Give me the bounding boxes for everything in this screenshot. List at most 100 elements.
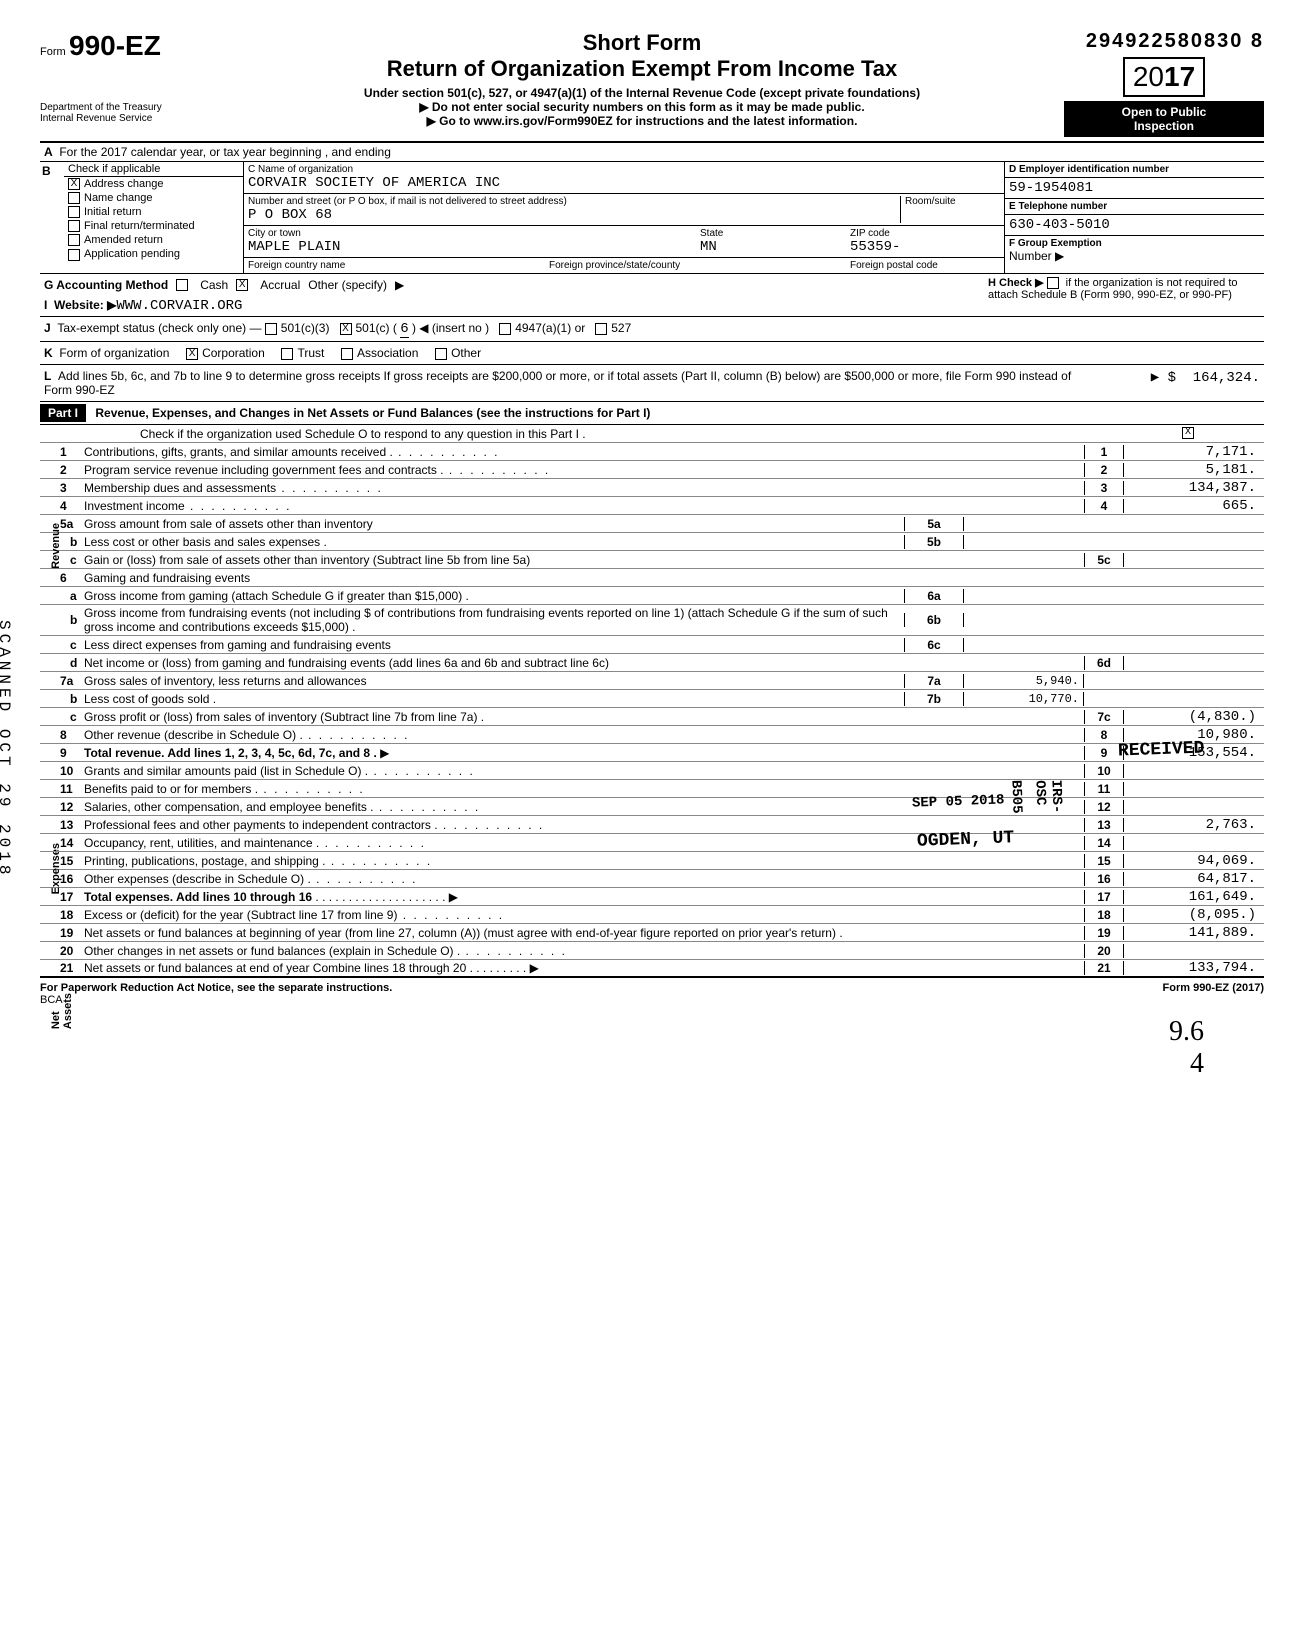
city-label: City or town — [248, 228, 700, 239]
val-2: 5,181. — [1124, 462, 1264, 478]
checkbox-h[interactable] — [1047, 277, 1059, 289]
line-l: L Add lines 5b, 6c, and 7b to line 9 to … — [40, 365, 1264, 402]
checkbox-other[interactable] — [435, 348, 447, 360]
date-stamp: SEP 05 2018 — [911, 792, 1004, 811]
val-4: 665. — [1124, 498, 1264, 514]
gross-receipts: 164,324. — [1193, 370, 1260, 386]
state: MN — [700, 239, 850, 255]
dln: 294922580830 8 — [1064, 30, 1264, 53]
val-7b: 10,770. — [964, 692, 1084, 706]
city: MAPLE PLAIN — [248, 239, 700, 255]
telephone: 630-403-5010 — [1009, 217, 1260, 233]
short-form-label: Short Form — [220, 30, 1064, 56]
val-18: (8,095.) — [1124, 907, 1264, 923]
line-6b: Gross income from fundraising events (no… — [80, 605, 904, 635]
line-k: K Form of organization XCorporation Trus… — [40, 342, 1264, 365]
line-19: Net assets or fund balances at beginning… — [80, 925, 1084, 941]
netassets-side-label: Net Assets — [50, 993, 74, 1029]
group-label: F Group Exemption — [1009, 238, 1260, 249]
received-stamp: RECEIVED — [1117, 738, 1204, 761]
line-6: Gaming and fundraising events — [80, 570, 1084, 586]
org-name: CORVAIR SOCIETY OF AMERICA INC — [248, 175, 1000, 191]
line-7a: Gross sales of inventory, less returns a… — [80, 673, 904, 689]
checkbox-cash[interactable] — [176, 279, 188, 291]
checkbox-initial[interactable] — [68, 206, 80, 218]
val-7c: (4,830.) — [1124, 709, 1264, 725]
checkbox-4947[interactable] — [499, 323, 511, 335]
ein: 59-1954081 — [1009, 180, 1260, 196]
line-i-label: I — [44, 298, 47, 312]
street: P O BOX 68 — [248, 207, 900, 223]
line-15: Printing, publications, postage, and shi… — [80, 853, 1084, 869]
checkbox-pending[interactable] — [68, 249, 80, 261]
line-7b: Less cost of goods sold . — [80, 691, 904, 707]
revenue-side-label: Revenue — [50, 523, 62, 569]
instr-ssn: ▶ Do not enter social security numbers o… — [220, 100, 1064, 114]
line-2: Program service revenue including govern… — [80, 462, 1084, 478]
tax-year: 2017 — [1123, 57, 1205, 97]
val-15: 94,069. — [1124, 853, 1264, 869]
checkbox-501c[interactable]: X — [340, 323, 352, 335]
tel-label: E Telephone number — [1009, 201, 1260, 212]
checkbox-501c3[interactable] — [265, 323, 277, 335]
subtitle: Under section 501(c), 527, or 4947(a)(1)… — [220, 86, 1064, 100]
check-applicable: Check if applicable XAddress change Name… — [64, 162, 244, 273]
foreign-country-label: Foreign country name — [248, 260, 549, 271]
dept-irs: Internal Revenue Service — [40, 113, 220, 124]
line-j: J Tax-exempt status (check only one) — 5… — [40, 317, 1264, 342]
hand-1: 9.6 — [40, 1016, 1204, 1048]
foreign-postal-label: Foreign postal code — [850, 260, 1000, 271]
line-g-label: G Accounting Method — [44, 278, 168, 292]
line-10: Grants and similar amounts paid (list in… — [80, 763, 1084, 779]
checkbox-amended[interactable] — [68, 234, 80, 246]
line-3: Membership dues and assessments — [80, 480, 1084, 496]
footer-paperwork: For Paperwork Reduction Act Notice, see … — [40, 982, 392, 994]
line-4: Investment income — [80, 498, 1084, 514]
line-17: Total expenses. Add lines 10 through 16 … — [80, 889, 1084, 905]
checkbox-527[interactable] — [595, 323, 607, 335]
hand-2: 4 — [40, 1048, 1204, 1080]
checkbox-assoc[interactable] — [341, 348, 353, 360]
return-title: Return of Organization Exempt From Incom… — [220, 56, 1064, 82]
val-17: 161,649. — [1124, 889, 1264, 905]
line-5a: Gross amount from sale of assets other t… — [80, 516, 904, 532]
line-7c: Gross profit or (loss) from sales of inv… — [80, 709, 1084, 725]
val-21: 133,794. — [1124, 960, 1264, 976]
open-public: Open to Public Inspection — [1064, 101, 1264, 137]
checkbox-corp[interactable]: X — [186, 348, 198, 360]
checkbox-final[interactable] — [68, 220, 80, 232]
val-19: 141,889. — [1124, 925, 1264, 941]
line-20: Other changes in net assets or fund bala… — [80, 943, 1084, 959]
part1-title: Revenue, Expenses, and Changes in Net As… — [95, 406, 650, 420]
line-6a: Gross income from gaming (attach Schedul… — [80, 588, 904, 604]
line-6d: Net income or (loss) from gaming and fun… — [80, 655, 1084, 671]
part1-check-text: Check if the organization used Schedule … — [40, 426, 1084, 442]
line-5c: Gain or (loss) from sale of assets other… — [80, 552, 1084, 568]
part1-label: Part I — [40, 404, 86, 422]
line-5b: Less cost or other basis and sales expen… — [80, 534, 904, 550]
name-label: C Name of organization — [248, 164, 1000, 175]
line-h-label: H Check ▶ — [988, 277, 1044, 289]
footer-form: Form 990-EZ (2017) — [1163, 982, 1264, 1006]
instr-web: ▶ Go to www.irs.gov/Form990EZ for instru… — [220, 114, 1064, 128]
line-21: Net assets or fund balances at end of ye… — [80, 960, 1084, 976]
checkbox-trust[interactable] — [281, 348, 293, 360]
label-b: B — [40, 162, 64, 273]
foreign-prov-label: Foreign province/state/county — [549, 260, 850, 271]
checkbox-address[interactable]: X — [68, 178, 80, 190]
val-7a: 5,940. — [964, 674, 1084, 688]
val-16: 64,817. — [1124, 871, 1264, 887]
checkbox-scho[interactable]: X — [1182, 427, 1194, 439]
dept-treasury: Department of the Treasury — [40, 102, 220, 113]
line-1: Contributions, gifts, grants, and simila… — [80, 444, 1084, 460]
room-label: Room/suite — [905, 196, 1000, 207]
scanned-stamp: SCANNED OCT 29 2018 — [0, 620, 13, 878]
line-18: Excess or (deficit) for the year (Subtra… — [80, 907, 1084, 923]
form-number: 990-EZ — [69, 30, 161, 61]
ein-label: D Employer identification number — [1009, 164, 1260, 175]
line-a: A For the 2017 calendar year, or tax yea… — [40, 143, 1264, 162]
zip-label: ZIP code — [850, 228, 1000, 239]
checkbox-name[interactable] — [68, 192, 80, 204]
checkbox-accrual[interactable]: X — [236, 279, 248, 291]
ogden-stamp: OGDEN, UT — [916, 828, 1014, 851]
